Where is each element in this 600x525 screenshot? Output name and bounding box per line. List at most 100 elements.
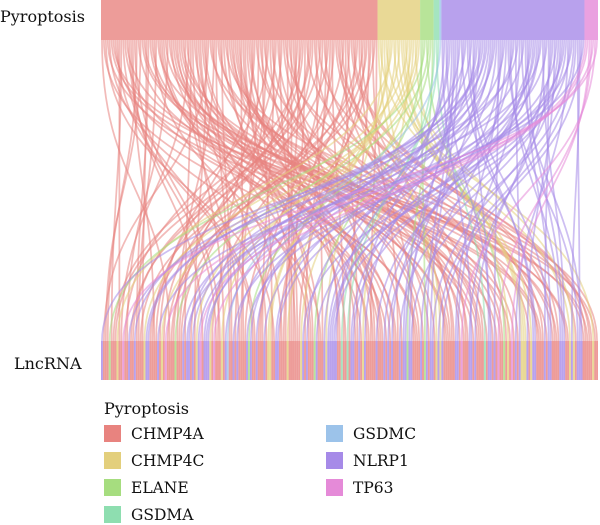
lncrna-node-segment: [249, 341, 252, 380]
lncrna-node-segment: [157, 341, 160, 380]
lncrna-node-segment: [199, 341, 202, 380]
lncrna-node-segment: [159, 341, 161, 380]
lncrna-node-segment: [559, 341, 562, 380]
lncrna-node-segment: [188, 341, 190, 380]
lncrna-node-segment: [379, 341, 382, 380]
lncrna-node-segment: [536, 341, 539, 380]
lncrna-node-segment: [191, 341, 194, 380]
lncrna-node-segment: [251, 341, 254, 380]
sankey-link-nlrp1: [576, 39, 581, 342]
lncrna-node-segment: [425, 341, 428, 380]
lncrna-node-segment: [280, 341, 283, 380]
lncrna-node-segment: [547, 341, 550, 380]
lncrna-node-segment: [516, 341, 519, 380]
lncrna-node-segment: [327, 341, 330, 380]
lncrna-node-segment: [396, 341, 399, 380]
sankey-link-chmp4a: [193, 39, 208, 342]
lncrna-node-segment: [551, 341, 554, 380]
lncrna-node-segment: [561, 341, 564, 380]
lncrna-node-segment: [400, 341, 403, 380]
sankey-link-tp63: [497, 39, 593, 342]
lncrna-node-segment: [466, 341, 469, 380]
lncrna-node-segment: [257, 341, 260, 380]
legend-swatch-gsdma: [104, 506, 121, 523]
lncrna-node-segment: [362, 341, 364, 380]
lncrna-node-segment: [348, 341, 351, 380]
sankey-link-nlrp1: [275, 39, 494, 342]
lncrna-node-segment: [472, 341, 475, 380]
lncrna-node-segment: [246, 341, 248, 380]
lncrna-node-segment: [451, 341, 453, 380]
lncrna-node-segment: [574, 341, 577, 380]
lncrna-node-segment: [220, 341, 223, 380]
lncrna-node-segment: [275, 341, 277, 380]
lncrna-node-segment: [209, 341, 212, 380]
sankey-link-chmp4a: [292, 39, 306, 342]
sankey-link-gsdma: [435, 39, 486, 342]
lncrna-node-segment: [207, 341, 210, 380]
lncrna-node-segment: [441, 341, 444, 380]
sankey-link-chmp4a: [151, 39, 304, 342]
lncrna-node-segment: [211, 341, 214, 380]
top-node-elane: [420, 0, 434, 40]
lncrna-node-segment: [495, 341, 498, 380]
lncrna-node-segment: [408, 341, 411, 380]
lncrna-node-segment: [369, 341, 372, 380]
lncrna-node-segment: [555, 341, 558, 380]
lncrna-node-segment: [139, 341, 142, 380]
lncrna-node-segment: [338, 341, 341, 380]
lncrna-node-segment: [435, 341, 438, 380]
sankey-link-nlrp1: [398, 39, 560, 342]
lncrna-node-segment: [131, 341, 134, 380]
lncrna-node-segment: [128, 341, 130, 380]
top-node-chmp4a: [101, 0, 378, 40]
lncrna-node-segment: [276, 341, 279, 380]
sankey-link-tp63: [199, 39, 587, 342]
legend-label-gsdma: GSDMA: [131, 506, 194, 524]
lncrna-node-segment: [178, 341, 181, 380]
lncrna-node-segment: [232, 341, 235, 380]
lncrna-node-segment: [483, 341, 486, 380]
lncrna-node-segment: [367, 341, 370, 380]
lncrna-node-segment: [224, 341, 227, 380]
lncrna-node-segment: [311, 341, 314, 380]
lncrna-node-segment: [309, 341, 312, 380]
lncrna-node-segment: [203, 341, 206, 380]
lncrna-node-segment: [323, 341, 326, 380]
lncrna-node-segment: [423, 341, 426, 380]
lncrna-node-segment: [110, 341, 113, 380]
lncrna-node-segment: [267, 341, 270, 380]
lncrna-node-segment: [307, 341, 310, 380]
lncrna-node-segment: [133, 341, 136, 380]
lncrna-node-segment: [112, 341, 115, 380]
lncrna-node-segment: [420, 341, 423, 380]
lncrna-node-segment: [116, 341, 119, 380]
sankey-link-chmp4a: [122, 39, 256, 342]
sankey-link-tp63: [511, 39, 591, 342]
lncrna-node-segment: [106, 341, 109, 380]
sankey-link-nlrp1: [157, 39, 585, 342]
lncrna-node-segment: [236, 341, 239, 380]
lncrna-node-segment: [582, 341, 585, 380]
sankey-link-nlrp1: [509, 39, 562, 342]
lncrna-node-segment: [592, 341, 595, 380]
lncrna-node-segment: [518, 341, 521, 380]
lncrna-node-segment: [259, 341, 262, 380]
lncrna-node-segment: [364, 341, 366, 380]
lncrna-node-segment: [514, 341, 517, 380]
lncrna-node-segment: [162, 341, 165, 380]
lncrna-node-segment: [474, 341, 477, 380]
legend-label-chmp4c: CHMP4C: [131, 452, 204, 470]
lncrna-node-segment: [588, 341, 591, 380]
lncrna-node-segment: [102, 341, 105, 380]
lncrna-node-segment: [381, 341, 384, 380]
sankey-link-nlrp1: [387, 39, 554, 342]
lncrna-node-segment: [147, 341, 150, 380]
lncrna-node-segment: [346, 341, 349, 380]
bottom-node-group-label: LncRNA: [14, 354, 82, 373]
lncrna-node-segment: [580, 341, 583, 380]
top-node-tp63: [584, 0, 598, 40]
lncrna-node-segment: [594, 341, 597, 380]
lncrna-node-segment: [344, 341, 347, 380]
lncrna-node-segment: [217, 341, 219, 380]
